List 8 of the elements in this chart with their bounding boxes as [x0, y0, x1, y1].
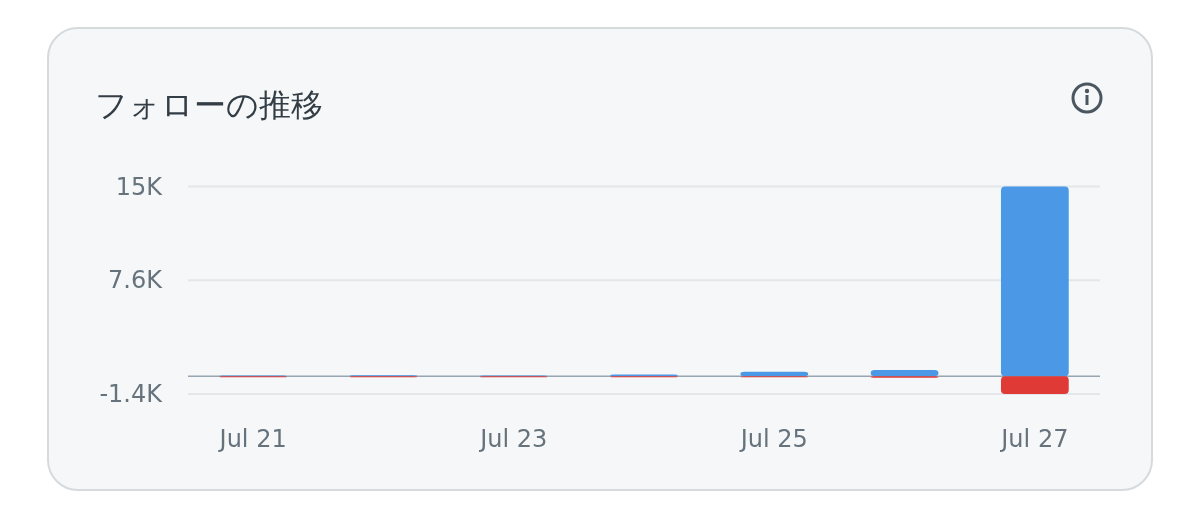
y-tick-label: 7.6K — [108, 266, 164, 295]
y-tick-label: -1.4K — [99, 380, 164, 409]
x-tick-label: Jul 25 — [738, 425, 808, 454]
chart-title: フォローの推移 — [95, 86, 323, 124]
x-tick-label: Jul 27 — [999, 425, 1069, 454]
x-tick-label: Jul 23 — [478, 425, 548, 454]
y-tick-label: 15K — [115, 172, 164, 201]
x-tick-label: Jul 21 — [217, 425, 287, 454]
